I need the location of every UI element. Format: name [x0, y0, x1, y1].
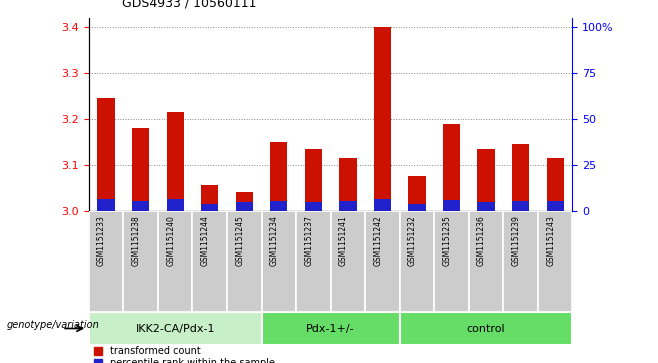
Bar	[227, 211, 262, 312]
Bar	[97, 98, 114, 211]
Bar	[409, 204, 426, 211]
Bar	[434, 211, 468, 312]
Bar	[340, 201, 357, 211]
Bar	[262, 312, 400, 345]
Bar	[158, 211, 192, 312]
Bar	[503, 211, 538, 312]
Bar	[89, 312, 261, 345]
Bar	[192, 211, 227, 312]
Bar	[201, 185, 218, 211]
Text: GSM1151243: GSM1151243	[546, 216, 555, 266]
Bar	[443, 123, 460, 211]
Text: GSM1151233: GSM1151233	[97, 216, 106, 266]
Text: GSM1151242: GSM1151242	[374, 216, 382, 266]
Bar	[330, 211, 365, 312]
Bar	[305, 149, 322, 211]
Bar	[305, 202, 322, 211]
Bar	[399, 312, 572, 345]
Bar	[236, 192, 253, 211]
Bar	[262, 211, 296, 312]
Bar	[340, 158, 357, 211]
Text: GSM1151239: GSM1151239	[512, 216, 520, 266]
Bar	[409, 176, 426, 211]
Bar	[547, 201, 564, 211]
Text: Pdx-1+/-: Pdx-1+/-	[307, 323, 355, 334]
Bar	[547, 158, 564, 211]
Text: control: control	[467, 323, 505, 334]
Text: GSM1151238: GSM1151238	[132, 216, 141, 266]
Bar	[478, 149, 495, 211]
Bar	[201, 204, 218, 211]
Bar	[374, 27, 391, 211]
Bar	[296, 211, 330, 312]
Text: GSM1151245: GSM1151245	[236, 216, 244, 266]
Bar	[365, 211, 400, 312]
Text: GDS4933 / 10560111: GDS4933 / 10560111	[122, 0, 256, 9]
Bar	[166, 112, 184, 211]
Text: GSM1151237: GSM1151237	[305, 216, 313, 266]
Text: GSM1151236: GSM1151236	[477, 216, 486, 266]
Bar	[478, 202, 495, 211]
Text: GSM1151232: GSM1151232	[408, 216, 417, 266]
Text: GSM1151244: GSM1151244	[201, 216, 210, 266]
Text: GSM1151235: GSM1151235	[443, 216, 451, 266]
Text: genotype/variation: genotype/variation	[7, 320, 99, 330]
Bar	[399, 211, 434, 312]
Bar	[124, 211, 158, 312]
Bar	[512, 201, 529, 211]
Bar	[538, 211, 572, 312]
Bar	[270, 142, 288, 211]
Bar	[132, 201, 149, 211]
Bar	[443, 200, 460, 211]
Bar	[512, 144, 529, 211]
Bar	[89, 211, 124, 312]
Bar	[236, 202, 253, 211]
Text: IKK2-CA/Pdx-1: IKK2-CA/Pdx-1	[136, 323, 215, 334]
Bar	[132, 128, 149, 211]
Bar	[468, 211, 503, 312]
Text: GSM1151241: GSM1151241	[339, 216, 348, 266]
Bar	[374, 199, 391, 211]
Bar	[166, 199, 184, 211]
Text: GSM1151234: GSM1151234	[270, 216, 279, 266]
Bar	[270, 201, 288, 211]
Legend: transformed count, percentile rank within the sample: transformed count, percentile rank withi…	[93, 346, 275, 363]
Text: GSM1151240: GSM1151240	[166, 216, 175, 266]
Bar	[97, 199, 114, 211]
